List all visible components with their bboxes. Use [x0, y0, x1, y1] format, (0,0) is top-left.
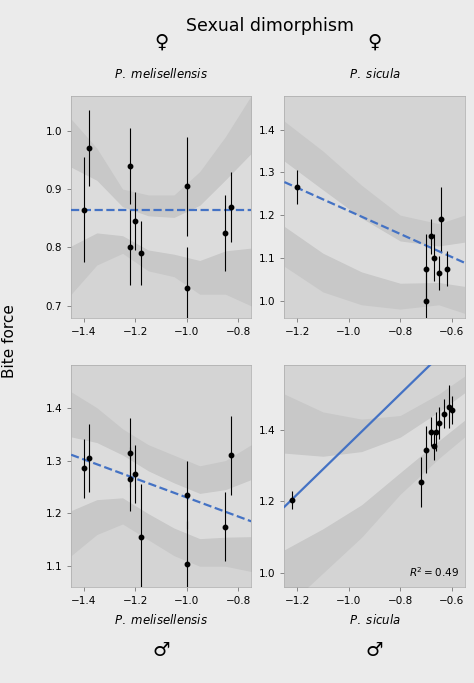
Text: Bite force: Bite force — [2, 305, 17, 378]
Text: ♂: ♂ — [366, 641, 383, 660]
Text: $\it{P.~sicula}$: $\it{P.~sicula}$ — [348, 67, 401, 81]
Text: ♂: ♂ — [153, 641, 170, 660]
Text: $\it{P.~sicula}$: $\it{P.~sicula}$ — [348, 613, 401, 627]
Text: Sexual dimorphism: Sexual dimorphism — [186, 17, 354, 35]
Text: ♀: ♀ — [154, 32, 168, 51]
Text: ♀: ♀ — [367, 32, 382, 51]
Text: $\it{P.~melisellensis}$: $\it{P.~melisellensis}$ — [114, 67, 208, 81]
Text: $\it{P.~melisellensis}$: $\it{P.~melisellensis}$ — [114, 613, 208, 627]
Text: $\mathit{R}^2 = 0.49$: $\mathit{R}^2 = 0.49$ — [409, 565, 459, 579]
